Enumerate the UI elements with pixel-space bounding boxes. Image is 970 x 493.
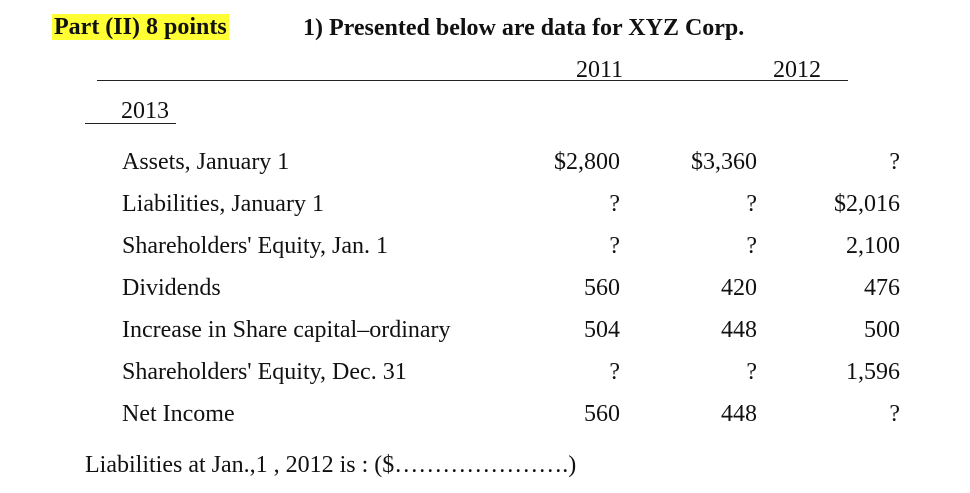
year: 2012 — [773, 57, 821, 83]
year: 2013 — [121, 98, 169, 124]
row-label: Shareholders' Equity, Jan. 1 — [122, 233, 389, 259]
row-value: ? — [609, 191, 620, 217]
row-value: 560 — [584, 401, 620, 427]
row-value: 448 — [721, 401, 757, 427]
row-value: 560 — [584, 275, 620, 301]
row-value: ? — [609, 359, 620, 385]
row-value: $3,360 — [691, 149, 757, 175]
row-value: 420 — [721, 275, 757, 301]
row-label: Dividends — [122, 275, 221, 301]
rule — [85, 123, 176, 124]
row-value: 504 — [584, 317, 620, 343]
row-label: Assets, January 1 — [122, 149, 290, 175]
part-label: Part (II) 8 points — [52, 13, 229, 41]
row-value: 2,100 — [846, 233, 900, 259]
row-label: Net Income — [122, 401, 235, 427]
part-label-text: Part (II) 8 points — [52, 14, 229, 40]
row-value: ? — [746, 233, 757, 259]
row-value: ? — [746, 191, 757, 217]
row-value: ? — [609, 233, 620, 259]
row-label: Increase in Share capital–ordinary — [122, 317, 451, 343]
row-value: $2,016 — [834, 191, 900, 217]
rule — [97, 80, 848, 81]
row-value: 448 — [721, 317, 757, 343]
row-value: 476 — [864, 275, 900, 301]
row-label: Liabilities, January 1 — [122, 191, 324, 217]
row-value: 1,596 — [846, 359, 900, 385]
row-value: ? — [889, 149, 900, 175]
row-value: ? — [889, 401, 900, 427]
row-value: 500 — [864, 317, 900, 343]
footer: Liabilities at Jan.,1 , 2012 is : ($…………… — [85, 452, 577, 478]
row-value: ? — [746, 359, 757, 385]
row-value: $2,800 — [554, 149, 620, 175]
question: 1) Presented below are data for XYZ Corp… — [303, 15, 745, 41]
row-label: Shareholders' Equity, Dec. 31 — [122, 359, 407, 385]
year: 2011 — [576, 57, 624, 83]
